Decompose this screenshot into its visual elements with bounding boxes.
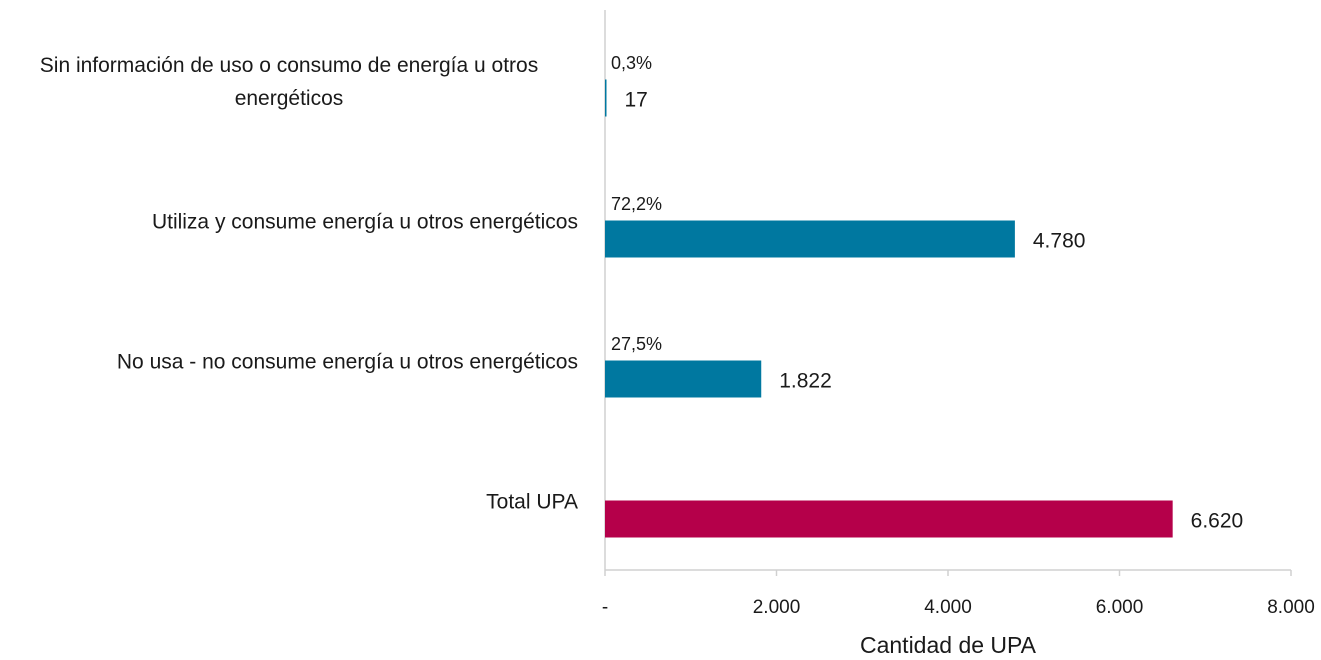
value-label: 1.822 — [779, 370, 832, 393]
bar — [605, 79, 607, 117]
bar — [605, 220, 1015, 258]
x-tick-label: 2.000 — [753, 597, 801, 618]
value-label: 17 — [624, 89, 647, 112]
percent-label: 27,5% — [611, 334, 662, 354]
percent-label: 72,2% — [611, 194, 662, 214]
x-axis-label: Cantidad de UPA — [860, 632, 1037, 658]
category-label: Utiliza y consume energía u otros energé… — [151, 210, 578, 234]
bar — [605, 360, 762, 398]
category-label: Total UPA — [486, 490, 578, 514]
x-tick-label: 6.000 — [1096, 597, 1144, 618]
x-tick-label: 8.000 — [1267, 597, 1315, 618]
category-label: Sin información de uso o consumo de ener… — [39, 54, 539, 110]
percent-label: 0,3% — [611, 53, 652, 73]
category-label: No usa - no consume energía u otros ener… — [116, 350, 578, 374]
x-tick-label: 4.000 — [924, 597, 972, 618]
value-label: 4.780 — [1033, 230, 1086, 253]
bar — [605, 500, 1173, 538]
x-tick-label: - — [602, 597, 608, 618]
value-label: 6.620 — [1191, 510, 1244, 533]
